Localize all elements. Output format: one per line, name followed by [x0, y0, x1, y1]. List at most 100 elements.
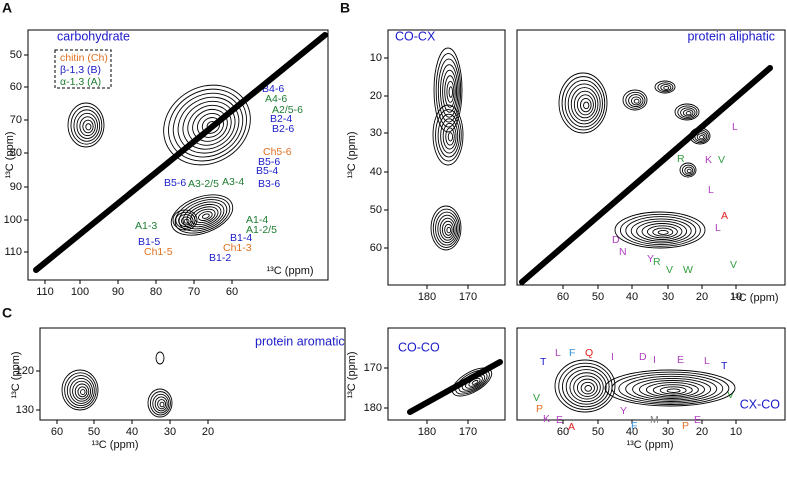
- contour: [694, 131, 708, 142]
- x-tick-label: 50: [88, 426, 100, 438]
- x-tick-label: 20: [696, 426, 708, 438]
- contour: [154, 396, 168, 412]
- contour: [561, 76, 606, 131]
- y-tick-label: 10: [370, 52, 382, 64]
- contour: [147, 388, 173, 418]
- contour: [625, 216, 697, 246]
- peak-annotation: V: [666, 264, 673, 276]
- contour: [630, 218, 692, 244]
- x-tick-label: 80: [150, 286, 162, 298]
- contour: [182, 201, 225, 230]
- y-tick-label: 120: [16, 365, 34, 377]
- contour: [614, 211, 706, 249]
- contour: [677, 105, 698, 120]
- contour: [437, 214, 458, 244]
- x-tick-label: 60: [557, 426, 569, 438]
- contour: [66, 375, 95, 407]
- x-axis-label: ¹³C (ppm): [266, 265, 313, 277]
- contour: [657, 82, 674, 93]
- contour: [573, 375, 601, 400]
- contour: [178, 214, 194, 228]
- peak-annotation: B2-6: [272, 123, 294, 135]
- y-tick-label: 20: [370, 90, 382, 102]
- contour: [696, 133, 706, 141]
- peak-annotation: B5-6: [258, 156, 280, 168]
- peak-annotation: D: [612, 234, 620, 246]
- diagonal: [407, 359, 503, 415]
- contour: [576, 378, 598, 397]
- contour: [680, 107, 696, 118]
- legend-entry: α-1,3 (A): [60, 76, 101, 88]
- contour: [636, 220, 688, 242]
- contour: [183, 218, 190, 224]
- x-tick-label: 110: [36, 286, 54, 298]
- contour: [433, 47, 463, 133]
- contour: [625, 91, 646, 109]
- y-axis-label: ¹³C (ppm): [4, 131, 16, 178]
- contour: [67, 102, 105, 148]
- peak-annotation: B2-4: [270, 113, 292, 125]
- contour: [163, 84, 251, 166]
- contour: [206, 121, 217, 130]
- contour: [437, 113, 460, 158]
- peak-annotation: L: [708, 184, 714, 196]
- contour: [663, 85, 670, 90]
- contour: [72, 380, 92, 402]
- contour: [684, 166, 694, 175]
- peak-annotation: B3-6: [258, 178, 280, 190]
- contour: [197, 113, 224, 138]
- contour: [85, 123, 92, 131]
- legend-entry: chitin (Ch): [60, 52, 108, 64]
- x-axis-label: ¹³C (ppm): [91, 439, 138, 451]
- contour: [639, 380, 705, 399]
- peak-annotation: A4-6: [265, 93, 287, 105]
- peak-annotation: L: [732, 121, 738, 133]
- panel-label: B: [340, 0, 350, 16]
- peak-annotation: E: [556, 414, 563, 426]
- contour: [174, 196, 231, 234]
- contour: [435, 109, 462, 162]
- contour: [446, 226, 452, 234]
- x-tick-label: 170: [459, 426, 477, 438]
- peak-annotation: M: [650, 414, 659, 426]
- y-tick-label: 50: [10, 49, 22, 61]
- contour: [569, 372, 604, 403]
- peak-annotation: B5-6: [164, 177, 186, 189]
- peak-annotation: A3-4: [222, 176, 244, 188]
- y-tick-label: 50: [370, 204, 382, 216]
- contour: [180, 216, 192, 226]
- contour: [573, 90, 597, 119]
- x-tick-label: 50: [592, 291, 604, 303]
- contour: [633, 98, 640, 104]
- legend-entry: β-1,3 (B): [60, 64, 101, 76]
- peak-annotation: B1-2: [209, 252, 231, 264]
- peak-annotation: B1-4: [230, 232, 252, 244]
- y-tick-label: 30: [370, 127, 382, 139]
- x-tick-label: 30: [662, 426, 674, 438]
- peak-annotation: Ch1-5: [144, 246, 173, 258]
- contour: [625, 375, 718, 402]
- x-tick-label: 10: [730, 426, 742, 438]
- diagonal: [33, 32, 328, 273]
- contour: [157, 399, 167, 410]
- contour: [439, 217, 456, 241]
- contour: [685, 111, 692, 116]
- peak-annotation: R: [677, 153, 685, 165]
- peak-annotation: T: [540, 356, 547, 368]
- plot-title: carbohydrate: [57, 29, 130, 43]
- contour: [442, 69, 458, 113]
- contour: [448, 86, 453, 98]
- contour: [558, 72, 608, 134]
- x-tick-label: 60: [226, 286, 238, 298]
- contour: [645, 382, 699, 398]
- contour: [468, 377, 481, 387]
- peak-annotation: V: [730, 259, 737, 271]
- peak-annotation: B5-4: [256, 165, 278, 177]
- peak-annotation: R: [653, 256, 661, 268]
- contour: [465, 375, 483, 389]
- contour: [451, 367, 493, 397]
- contour: [659, 386, 687, 395]
- contour: [641, 223, 683, 240]
- contour: [618, 373, 724, 404]
